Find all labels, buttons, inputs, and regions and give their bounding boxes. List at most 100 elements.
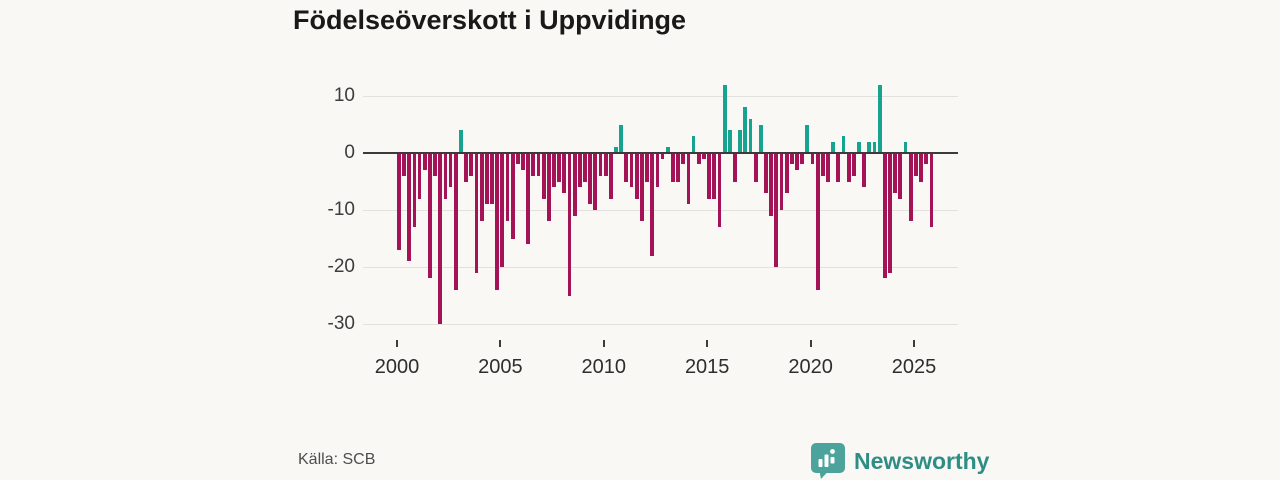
x-tick-label: 2015	[684, 356, 730, 378]
bar	[490, 153, 494, 205]
bar	[397, 153, 401, 250]
bar	[712, 153, 717, 199]
bar	[562, 153, 567, 193]
bar	[614, 147, 618, 153]
bar	[753, 153, 758, 182]
x-tick-label: 2010	[581, 356, 627, 378]
bar	[541, 153, 546, 199]
x-tick-label: 2000	[374, 356, 420, 378]
bar	[567, 153, 572, 296]
bar	[588, 153, 593, 205]
bar	[417, 153, 422, 199]
bar	[722, 84, 727, 153]
gridline	[363, 209, 958, 211]
bar	[748, 118, 753, 153]
bar	[862, 153, 867, 188]
bar	[422, 153, 427, 171]
bar	[629, 153, 634, 188]
x-tick-mark	[706, 340, 709, 347]
bar	[438, 153, 443, 324]
bar	[898, 153, 903, 199]
bar	[758, 124, 763, 153]
bar	[660, 153, 665, 159]
bar	[810, 153, 815, 165]
bar	[603, 153, 608, 176]
bar	[433, 153, 437, 176]
bar	[407, 153, 412, 262]
bar	[665, 147, 670, 153]
bar	[681, 153, 686, 165]
bar	[624, 153, 629, 182]
bar	[836, 153, 841, 182]
bar	[795, 153, 799, 171]
newsworthy-logo-text: Newsworthy	[854, 447, 990, 474]
bar	[655, 153, 660, 188]
bar	[536, 153, 541, 176]
y-tick-label: -30	[327, 313, 355, 334]
bar	[774, 153, 779, 267]
x-tick-mark	[602, 340, 605, 347]
y-tick-label: 0	[344, 142, 355, 163]
bar	[738, 130, 743, 153]
bar	[645, 153, 649, 182]
bar	[867, 141, 872, 153]
bar	[484, 153, 489, 205]
bar	[789, 153, 794, 165]
x-tick-label: 2025	[891, 356, 937, 378]
bar	[639, 153, 644, 222]
bar	[557, 153, 562, 182]
bar	[676, 153, 680, 182]
bar	[702, 153, 706, 159]
x-tick-mark	[396, 340, 398, 347]
bar	[686, 153, 691, 205]
x-tick-mark	[499, 340, 502, 347]
x-tick-label: 2005	[478, 356, 523, 378]
bar	[733, 153, 737, 182]
bar	[464, 153, 468, 182]
source-label: Källa: SCB	[298, 451, 376, 468]
bar	[479, 153, 484, 222]
bar	[820, 153, 825, 176]
bar	[412, 153, 417, 228]
bar	[877, 84, 882, 153]
bar	[402, 153, 406, 176]
gridline	[363, 323, 958, 325]
bar	[846, 153, 851, 182]
bar	[619, 124, 624, 153]
bar	[872, 141, 877, 153]
bar	[815, 153, 820, 290]
bar	[893, 153, 898, 193]
bar	[826, 153, 830, 182]
bar	[924, 153, 929, 165]
bar	[577, 153, 582, 188]
page-title: Födelseöverskott i Uppvidinge	[293, 5, 687, 35]
bar	[769, 153, 774, 216]
bar	[882, 153, 887, 279]
newsworthy-logo-icon	[811, 443, 845, 479]
bar	[805, 124, 810, 153]
bar	[851, 153, 856, 176]
bar	[696, 153, 701, 165]
x-tick-mark	[809, 340, 812, 347]
bar	[443, 153, 448, 199]
bar	[717, 153, 722, 228]
y-tick-label: 10	[333, 85, 355, 106]
bar	[800, 153, 805, 165]
bar	[598, 153, 603, 176]
bar	[526, 153, 531, 245]
bar	[515, 153, 520, 165]
bar	[608, 153, 613, 199]
bar	[831, 141, 836, 153]
x-tick-mark	[913, 340, 915, 347]
bar	[929, 153, 934, 228]
newsworthy-logo: Newsworthy	[810, 442, 989, 480]
bar	[495, 153, 500, 290]
bar	[552, 153, 556, 188]
bar	[583, 153, 587, 182]
gridline	[363, 266, 958, 268]
bar	[546, 153, 551, 222]
bar	[908, 153, 913, 222]
bar	[593, 153, 598, 210]
bar	[919, 153, 923, 182]
bar	[707, 153, 711, 199]
